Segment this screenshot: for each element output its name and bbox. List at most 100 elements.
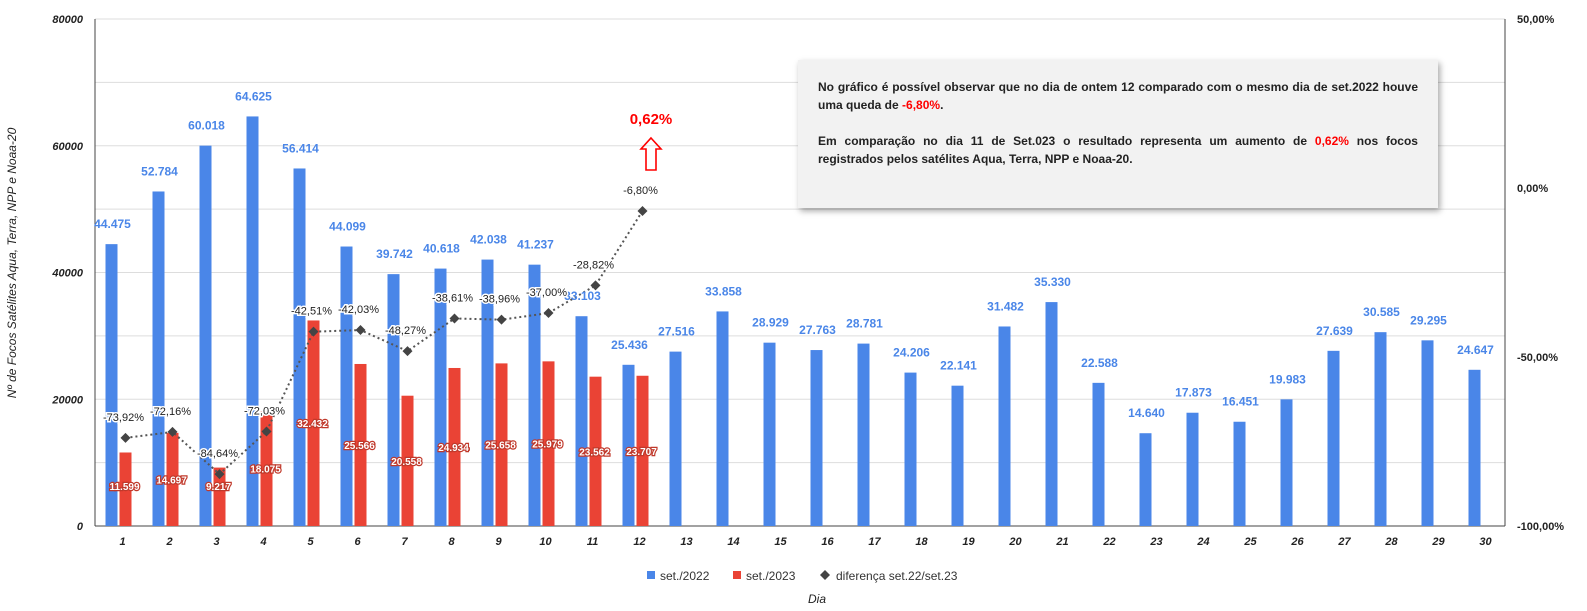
bar-2022 <box>481 259 494 526</box>
difference-point <box>496 314 507 325</box>
label-2023: 23.562 <box>579 447 610 458</box>
label-difference: -38,61% <box>432 293 473 305</box>
x-tick-label: 8 <box>448 536 455 548</box>
bar-2022 <box>669 351 682 526</box>
bar-2022 <box>622 364 635 526</box>
annotation-red-value-1: -6,80% <box>902 98 941 112</box>
difference-point <box>214 469 225 480</box>
bar-2022 <box>1186 412 1199 526</box>
x-tick-label: 5 <box>307 536 314 548</box>
label-2022: 27.763 <box>799 323 836 337</box>
legend-swatch-2023 <box>733 571 741 579</box>
label-2022: 52.784 <box>141 164 178 178</box>
label-2022: 22.141 <box>940 359 977 373</box>
legend-label-2022: set./2022 <box>660 569 710 583</box>
highlight-label: 0,62% <box>630 111 673 128</box>
annotation-box: No gráfico é possível observar que no di… <box>798 60 1438 208</box>
x-tick-label: 13 <box>680 536 692 548</box>
label-difference: -38,96% <box>479 294 520 306</box>
x-tick-label: 20 <box>1008 536 1022 548</box>
x-tick-label: 23 <box>1149 536 1162 548</box>
label-2022: 25.436 <box>611 338 648 352</box>
annotation-paragraph-1: No gráfico é possível observar que no di… <box>818 80 1418 112</box>
x-tick-label: 25 <box>1243 536 1257 548</box>
x-tick-label: 24 <box>1196 536 1209 548</box>
label-2023: 18.075 <box>250 465 281 476</box>
label-difference: -48,27% <box>385 325 426 337</box>
bar-2022 <box>1139 433 1152 526</box>
bar-2023 <box>542 361 555 526</box>
bar-2023 <box>213 467 226 526</box>
label-difference: -72,03% <box>244 405 285 417</box>
bar-2023 <box>401 395 414 526</box>
x-tick-label: 11 <box>587 536 598 548</box>
y-tick-label: 0 <box>77 521 84 533</box>
bar-2022 <box>1233 421 1246 526</box>
bar-2022 <box>857 343 870 526</box>
x-tick-label: 7 <box>401 536 408 548</box>
bar-2022 <box>763 342 776 526</box>
bar-2023 <box>354 363 367 526</box>
difference-point <box>449 313 460 324</box>
bar-2022 <box>810 350 823 526</box>
x-tick-label: 10 <box>539 536 552 548</box>
legend-label-2023: set./2023 <box>746 569 796 583</box>
label-2022: 64.625 <box>235 89 272 103</box>
y2-tick-label: 0,00% <box>1517 183 1548 195</box>
label-2023: 24.934 <box>438 443 469 454</box>
bar-2022 <box>904 372 917 526</box>
annotation-paragraph-2: Em comparação no dia 11 de Set.023 o res… <box>818 134 1418 166</box>
label-2022: 42.038 <box>470 233 507 247</box>
difference-point <box>261 426 272 437</box>
annotation-red-value-2: 0,62% <box>1314 134 1349 148</box>
label-2022: 29.295 <box>1410 313 1447 327</box>
label-difference: -73,92% <box>103 412 144 424</box>
x-tick-label: 30 <box>1479 536 1492 548</box>
label-2023: 11.599 <box>109 482 139 493</box>
difference-point <box>167 426 178 437</box>
label-2022: 24.647 <box>1457 343 1494 357</box>
label-difference: -72,16% <box>150 406 191 418</box>
label-2022: 44.475 <box>94 217 131 231</box>
label-2022: 17.873 <box>1175 386 1212 400</box>
x-tick-label: 3 <box>213 536 219 548</box>
bar-2022 <box>246 116 259 527</box>
bar-2022 <box>434 268 447 526</box>
label-2022: 44.099 <box>329 220 366 234</box>
bar-2022 <box>1045 302 1058 526</box>
x-axis-title: Dia <box>808 592 826 606</box>
legend-swatch-2022 <box>647 571 655 579</box>
label-2022: 28.929 <box>752 316 789 330</box>
legend-label-diff: diferença set.22/set.23 <box>836 569 958 583</box>
x-tick-label: 9 <box>495 536 502 548</box>
bar-2023 <box>166 432 179 526</box>
bar-2022 <box>387 274 400 526</box>
x-tick-label: 14 <box>727 536 739 548</box>
gridlines <box>95 18 1505 527</box>
label-2022: 27.516 <box>658 325 695 339</box>
difference-point <box>120 432 131 443</box>
difference-point <box>590 280 601 291</box>
difference-point <box>543 308 554 319</box>
label-2022: 56.414 <box>282 141 319 155</box>
bar-2022 <box>152 191 165 527</box>
difference-point <box>355 325 366 336</box>
x-tick-label: 27 <box>1337 536 1351 548</box>
x-tick-label: 12 <box>633 536 645 548</box>
x-tick-label: 1 <box>119 536 125 548</box>
label-2023: 25.658 <box>485 441 516 452</box>
bar-2023 <box>119 452 132 526</box>
label-2022: 28.781 <box>846 317 883 331</box>
y2-tick-label: -50,00% <box>1517 352 1558 364</box>
label-2022: 22.588 <box>1081 356 1118 370</box>
bar-2022 <box>1327 350 1340 526</box>
label-2022: 30.585 <box>1363 305 1400 319</box>
label-2022: 35.330 <box>1034 275 1071 289</box>
x-tick-label: 26 <box>1290 536 1304 548</box>
bar-2022 <box>998 326 1011 526</box>
bar-2023 <box>260 411 273 526</box>
label-2022: 27.639 <box>1316 324 1353 338</box>
data-labels: 44.475 52.784 60.018 64.625 56.414 44.099 39.7… <box>94 89 1494 494</box>
label-difference: -6,80% <box>623 185 658 197</box>
